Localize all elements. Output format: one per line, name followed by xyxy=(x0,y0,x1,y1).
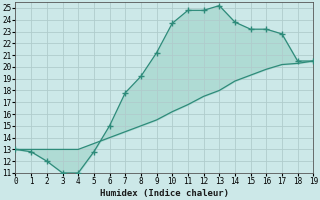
X-axis label: Humidex (Indice chaleur): Humidex (Indice chaleur) xyxy=(100,189,229,198)
